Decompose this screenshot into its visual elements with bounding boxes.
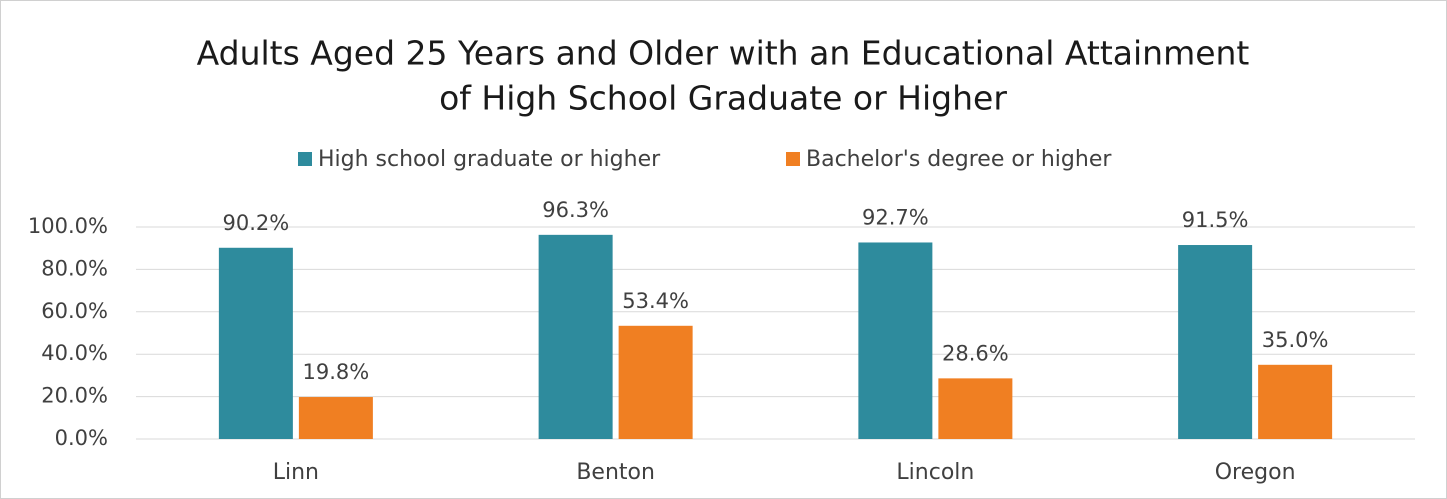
x-tick-label: Benton bbox=[576, 460, 655, 485]
chart-title: of High School Graduate or Higher bbox=[439, 79, 1007, 118]
legend-label: Bachelor's degree or higher bbox=[806, 147, 1112, 172]
y-tick-label: 60.0% bbox=[41, 299, 108, 323]
bar bbox=[298, 397, 373, 439]
y-tick-label: 100.0% bbox=[28, 214, 108, 238]
y-tick-label: 80.0% bbox=[41, 256, 108, 280]
x-tick-label: Oregon bbox=[1215, 460, 1296, 485]
y-tick-label: 20.0% bbox=[41, 384, 108, 408]
y-tick-label: 40.0% bbox=[41, 341, 108, 365]
data-label: 35.0% bbox=[1262, 328, 1329, 352]
bar bbox=[858, 242, 933, 439]
legend-swatch bbox=[298, 152, 312, 166]
legend-swatch bbox=[786, 152, 800, 166]
data-label: 96.3% bbox=[542, 198, 609, 222]
y-tick-label: 0.0% bbox=[55, 426, 108, 450]
bar bbox=[1178, 245, 1253, 439]
legend-label: High school graduate or higher bbox=[318, 147, 661, 172]
bar bbox=[1258, 364, 1333, 439]
data-label: 28.6% bbox=[942, 341, 1009, 365]
x-tick-label: Lincoln bbox=[896, 460, 974, 485]
data-label: 53.4% bbox=[622, 289, 689, 313]
bar bbox=[538, 234, 613, 439]
chart-title: Adults Aged 25 Years and Older with an E… bbox=[197, 34, 1250, 73]
data-label: 92.7% bbox=[862, 205, 929, 229]
bar bbox=[618, 325, 693, 439]
bar bbox=[218, 247, 293, 439]
data-label: 91.5% bbox=[1182, 208, 1249, 232]
data-label: 19.8% bbox=[303, 360, 370, 384]
bar bbox=[938, 378, 1013, 439]
x-tick-label: Linn bbox=[273, 460, 319, 485]
data-label: 90.2% bbox=[223, 211, 290, 235]
